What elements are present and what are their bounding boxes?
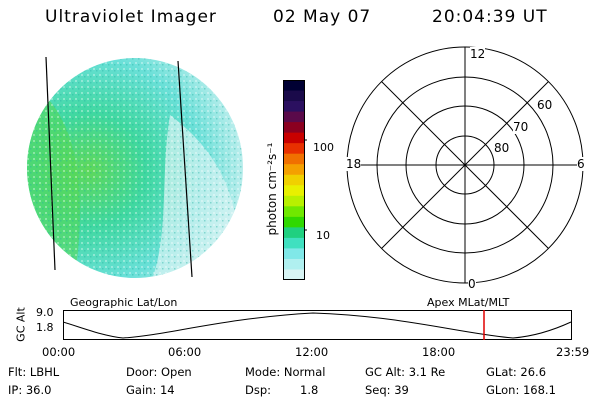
mode-info: Mode: Normal — [245, 365, 326, 379]
instrument-title: Ultraviolet Imager — [45, 7, 217, 27]
orbit-y-tick-bottom: 1.8 — [36, 321, 54, 334]
lat-label-70: 70 — [513, 120, 529, 134]
colorbar-unit-label: photon cm⁻²s⁻¹ — [265, 142, 279, 236]
glon-info: GLon: 168.1 — [486, 383, 556, 397]
orbit-y-label: GC Alt — [14, 307, 28, 342]
lat-label-80: 80 — [494, 141, 510, 155]
gain-info: Gain: 14 — [126, 383, 175, 397]
colorbar-segment — [283, 111, 305, 123]
uvi-image — [27, 56, 243, 278]
colorbar-segment — [283, 237, 305, 249]
colorbar-segment — [283, 216, 305, 228]
lat-label-60: 60 — [537, 98, 553, 112]
colorbar-segment — [283, 101, 305, 113]
colorbar-segment — [283, 269, 305, 280]
colorbar-segment — [283, 258, 305, 270]
door-info: Door: Open — [126, 365, 192, 379]
orbit-y-tick-top: 9.0 — [36, 306, 54, 319]
polar-grid — [346, 46, 584, 284]
color-bar — [283, 80, 307, 280]
colorbar-segment — [283, 153, 305, 165]
orbit-x-tick-2359: 23:59 — [556, 345, 590, 359]
colorbar-segment — [283, 122, 305, 134]
filter-info: Flt: LBHL — [8, 365, 60, 379]
altitude-curve — [63, 312, 572, 339]
colorbar-segment — [283, 248, 305, 260]
ip-info: IP: 36.0 — [8, 383, 52, 397]
dsp-label: Dsp: — [245, 383, 272, 397]
dsp-value: 1.8 — [300, 383, 319, 397]
longitude-line-left — [45, 56, 56, 271]
colorbar-segment — [283, 80, 305, 92]
colorbar-tick-100: 100 — [313, 141, 334, 154]
seq-info: Seq: 39 — [365, 383, 409, 397]
colorbar-segment — [283, 132, 305, 144]
glat-info: GLat: 26.6 — [486, 365, 547, 379]
colorbar-tick-10: 10 — [316, 229, 330, 242]
colorbar-segment — [283, 164, 305, 176]
mlt-label-6: 6 — [577, 157, 585, 171]
mlt-label-18: 18 — [346, 157, 362, 171]
mlt-label-12: 12 — [470, 47, 486, 61]
orbit-plot — [63, 310, 572, 340]
colorbar-segment — [283, 206, 305, 218]
mlt-label-0: 0 — [468, 277, 476, 291]
colorbar-segment — [283, 195, 305, 207]
orbit-left-title: Geographic Lat/Lon — [70, 296, 178, 309]
observation-date: 02 May 07 — [273, 7, 372, 27]
colorbar-segment — [283, 227, 305, 239]
orbit-x-tick-1800: 18:00 — [422, 345, 456, 359]
colorbar-border — [283, 80, 305, 280]
orbit-right-title: Apex MLat/MLT — [427, 296, 510, 309]
longitude-line-right — [177, 60, 193, 278]
orbit-x-tick-1200: 12:00 — [295, 345, 329, 359]
orbit-x-tick-0000: 00:00 — [42, 345, 76, 359]
colorbar-segment — [283, 174, 305, 186]
orbit-x-tick-0600: 06:00 — [168, 345, 202, 359]
colorbar-segment — [283, 143, 305, 155]
colorbar-segment — [283, 90, 305, 102]
gc-alt-info: GC Alt: 3.1 Re — [365, 365, 446, 379]
observation-time: 20:04:39 UT — [432, 7, 548, 27]
colorbar-segment — [283, 185, 305, 197]
